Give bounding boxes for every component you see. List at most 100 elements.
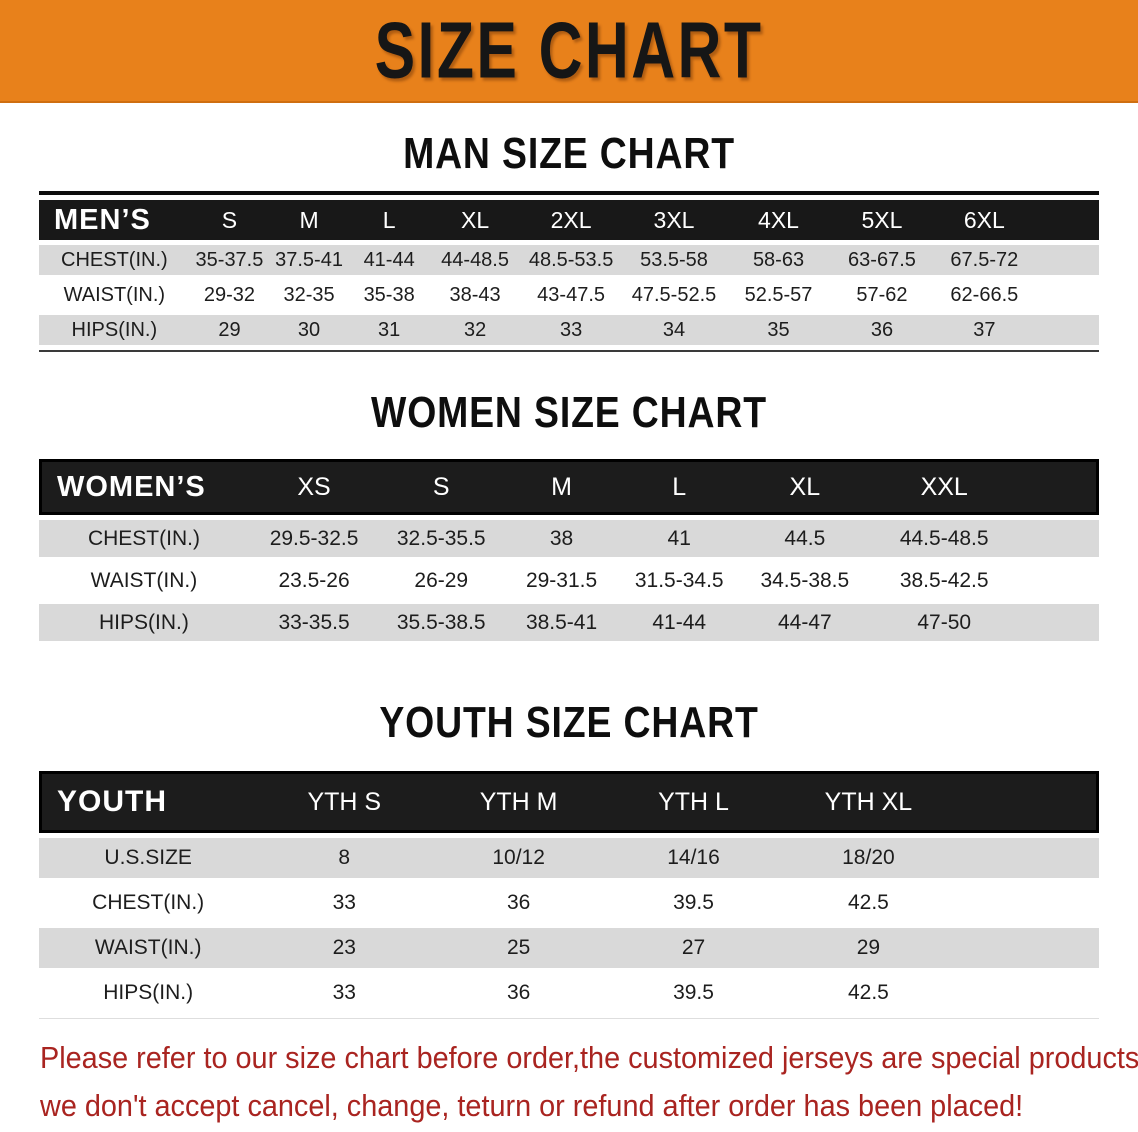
- measurement-row: HIPS(IN.) 29 30 31 32 33 34 35 36 37: [39, 315, 1099, 345]
- spacer-cell: [1017, 604, 1099, 641]
- measurement-value-cell: 53.5-58: [621, 245, 727, 275]
- measurement-value-cell: 33: [332, 981, 356, 1004]
- spacer-cell: [1017, 520, 1099, 557]
- measurement-label-cell: CHEST(IN.): [92, 891, 205, 914]
- size-column-header: 2XL: [520, 200, 622, 240]
- youth-size-table: YOUTH YTH S YTH M YTH L YTH XL U.S.SIZE 8 10/12…: [39, 766, 1099, 1018]
- measurement-value-cell: 33: [520, 315, 622, 345]
- women-section-heading: WOMEN SIZE CHART: [371, 388, 767, 437]
- measurement-row: CHEST(IN.) 33 36 39.5 42.5: [39, 883, 1099, 923]
- size-column-header: S: [379, 459, 504, 515]
- measurement-value-cell: 23: [257, 928, 432, 968]
- measurement-value-cell: 33-35.5: [248, 604, 380, 641]
- spacer-cell: [955, 838, 1099, 878]
- measurement-label-cell: WAIST(IN.): [39, 928, 258, 968]
- measurement-value-cell: 38: [503, 520, 620, 557]
- measurement-label-cell: WAIST(IN.): [90, 568, 198, 592]
- section-men-sizes: MAN SIZE CHART MEN’S S M L XL 2XL 3XL 4XL 5XL 6XL…: [0, 129, 1138, 352]
- measurement-value-cell: 38.5-42.5: [899, 568, 989, 592]
- banner: SIZE CHART: [0, 0, 1138, 103]
- measurement-row: WAIST(IN.) 29-32 32-35 35-38 38-43 43-47.5 47.…: [39, 280, 1099, 310]
- disclaimer-line-2: we don't accept cancel, change, teturn o…: [40, 1088, 1024, 1124]
- measurement-value-cell: 27: [606, 928, 781, 968]
- measurement-value-cell: 35-38: [363, 283, 415, 306]
- measurement-value-cell: 36: [830, 315, 934, 345]
- measurement-value-cell: 44-48.5: [429, 245, 521, 275]
- measurement-value-cell: 32-35: [283, 283, 335, 306]
- measurement-value-cell: 37.5-41: [269, 245, 349, 275]
- spacer-cell: [956, 883, 1099, 923]
- measurement-row: WAIST(IN.) 23.5-26 26-29 29-31.5 31.5-34.5 34…: [39, 562, 1099, 599]
- size-column-header: XXL: [871, 459, 1018, 515]
- size-column-header: YTH L: [606, 771, 781, 833]
- measurement-value-cell: 35-37.5: [189, 245, 270, 275]
- measurement-value-cell: 52.5-57: [744, 283, 813, 306]
- size-column-header: XL: [429, 200, 521, 240]
- measurement-value-cell: 62-66.5: [950, 283, 1019, 306]
- size-column-header: XS: [248, 459, 380, 515]
- measurement-row: HIPS(IN.) 33-35.5 35.5-38.5 38.5-41 41-44 44-…: [39, 604, 1099, 641]
- section-women-sizes: WOMEN SIZE CHART WOMEN’S XS S M L XL XXL CHEST(…: [0, 388, 1138, 646]
- table-title-cell: YOUTH: [39, 771, 258, 833]
- measurement-value-cell: 63-67.5: [830, 245, 934, 275]
- size-column-header: YTH XL: [780, 771, 956, 833]
- measurement-value-cell: 31.5-34.5: [634, 568, 724, 592]
- size-column-header: XL: [738, 459, 872, 515]
- measurement-value-cell: 29.5-32.5: [248, 520, 380, 557]
- men-section-heading: MAN SIZE CHART: [403, 129, 735, 178]
- measurement-value-cell: 44.5-48.5: [871, 520, 1018, 557]
- size-column-header: L: [619, 459, 739, 515]
- size-column-header: M: [269, 200, 349, 240]
- measurement-value-cell: 29-31.5: [525, 568, 598, 592]
- spacer-cell: [1017, 562, 1099, 599]
- size-column-header: 6XL: [933, 200, 1036, 240]
- size-column-header: 3XL: [621, 200, 727, 240]
- measurement-value-cell: 35: [726, 315, 831, 345]
- measurement-value-cell: 41: [619, 520, 739, 557]
- measurement-label-cell: HIPS(IN.): [39, 315, 190, 345]
- measurement-value-cell: 34: [621, 315, 727, 345]
- size-column-header: 4XL: [726, 200, 831, 240]
- table-header-row: YOUTH YTH S YTH M YTH L YTH XL: [39, 771, 1099, 833]
- youth-section-heading: YOUTH SIZE CHART: [379, 698, 759, 747]
- measurement-label-cell: CHEST(IN.): [39, 520, 249, 557]
- measurement-value-cell: 39.5: [673, 981, 714, 1004]
- women-size-table: WOMEN’S XS S M L XL XXL CHEST(IN.) 29.5-32.5 32.5…: [39, 454, 1099, 646]
- spacer-cell: [1035, 200, 1099, 240]
- measurement-value-cell: 37: [933, 315, 1036, 345]
- measurement-value-cell: 33: [332, 891, 356, 914]
- measurement-value-cell: 67.5-72: [933, 245, 1036, 275]
- size-column-header: M: [503, 459, 620, 515]
- spacer-cell: [1035, 315, 1099, 345]
- measurement-value-cell: 32.5-35.5: [379, 520, 504, 557]
- measurement-value-cell: 30: [269, 315, 349, 345]
- measurement-value-cell: 44-47: [738, 604, 872, 641]
- measurement-value-cell: 47.5-52.5: [631, 283, 717, 306]
- measurement-value-cell: 23.5-26: [278, 568, 350, 592]
- women-table-wrapper: WOMEN’S XS S M L XL XXL CHEST(IN.) 29.5-32.5 32.5…: [39, 454, 1099, 646]
- spacer-cell: [955, 771, 1099, 833]
- measurement-value-cell: 34.5-38.5: [760, 568, 850, 592]
- measurement-row: HIPS(IN.) 33 36 39.5 42.5: [39, 973, 1099, 1013]
- measurement-value-cell: 10/12: [431, 838, 607, 878]
- disclaimer-line-1: Please refer to our size chart before or…: [40, 1040, 1138, 1075]
- spacer-cell: [1017, 459, 1099, 515]
- measurement-value-cell: 25: [431, 928, 607, 968]
- banner-title: SIZE CHART: [374, 5, 764, 96]
- measurement-value-cell: 8: [257, 838, 432, 878]
- men-table-wrapper: MEN’S S M L XL 2XL 3XL 4XL 5XL 6XL CHEST(IN.) 35-37…: [39, 191, 1099, 352]
- measurement-value-cell: 36: [506, 891, 531, 914]
- measurement-value-cell: 18/20: [780, 838, 956, 878]
- measurement-value-cell: 38.5-41: [503, 604, 620, 641]
- measurement-label-cell: HIPS(IN.): [39, 604, 249, 641]
- youth-table-wrapper: YOUTH YTH S YTH M YTH L YTH XL U.S.SIZE 8 10/12…: [39, 766, 1099, 1019]
- measurement-value-cell: 36: [506, 981, 531, 1004]
- table-title-cell: WOMEN’S: [39, 459, 249, 515]
- measurement-value-cell: 42.5: [847, 981, 889, 1004]
- table-title-cell: MEN’S: [39, 200, 190, 240]
- measurement-value-cell: 31: [348, 315, 430, 345]
- measurement-label-cell: U.S.SIZE: [39, 838, 258, 878]
- spacer-cell: [955, 928, 1099, 968]
- measurement-value-cell: 41-44: [619, 604, 739, 641]
- measurement-value-cell: 35.5-38.5: [379, 604, 504, 641]
